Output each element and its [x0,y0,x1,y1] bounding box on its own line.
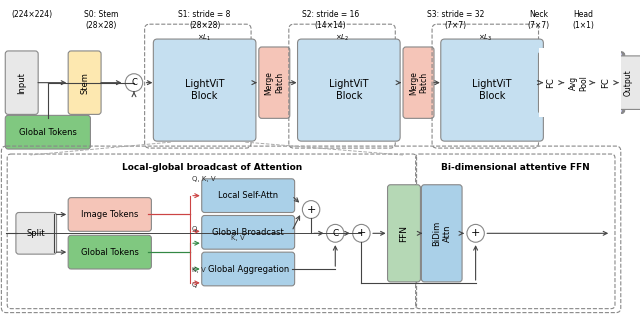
Text: FC: FC [550,77,559,88]
Text: Input: Input [17,72,26,94]
Text: $\times L_2$: $\times L_2$ [335,33,349,43]
Text: K, V: K, V [230,235,244,241]
Text: FC: FC [601,77,610,88]
Text: FC: FC [595,77,604,88]
Text: Merge
Patch: Merge Patch [264,71,284,95]
Text: Global Aggregation: Global Aggregation [207,264,289,273]
Circle shape [326,225,344,242]
Text: Local-global broadcast of Attention: Local-global broadcast of Attention [122,163,303,172]
FancyBboxPatch shape [614,56,640,109]
Text: FC: FC [548,77,557,88]
Text: Q: Q [192,226,197,232]
Text: FC: FC [605,77,614,88]
Text: K, V: K, V [192,267,206,273]
FancyBboxPatch shape [596,52,624,113]
FancyBboxPatch shape [68,51,101,114]
Text: LightViT
Block: LightViT Block [472,79,512,101]
FancyBboxPatch shape [16,213,56,254]
FancyBboxPatch shape [68,198,152,231]
Text: Local Self-Attn: Local Self-Attn [218,191,278,200]
Text: Global Tokens: Global Tokens [19,128,77,137]
Circle shape [125,74,143,92]
Circle shape [467,225,484,242]
Text: C: C [332,229,339,238]
FancyBboxPatch shape [202,252,294,286]
FancyBboxPatch shape [538,52,564,113]
FancyBboxPatch shape [5,51,38,114]
Text: S3: stride = 32
(7×7): S3: stride = 32 (7×7) [427,10,484,30]
FancyBboxPatch shape [259,47,290,118]
Text: Q: Q [192,282,197,288]
Text: FC: FC [607,77,616,88]
FancyBboxPatch shape [538,52,566,113]
FancyBboxPatch shape [421,185,462,282]
FancyBboxPatch shape [598,52,625,113]
Circle shape [353,225,370,242]
Text: FC: FC [605,77,614,88]
Text: Q, K, V: Q, K, V [192,176,216,182]
Text: FC: FC [547,77,556,88]
Text: FFN: FFN [399,225,408,242]
FancyBboxPatch shape [541,52,568,113]
FancyBboxPatch shape [202,215,294,249]
Text: LightViT
Block: LightViT Block [185,79,225,101]
Text: +: + [471,228,480,238]
FancyBboxPatch shape [154,39,256,141]
Text: Global Broadcast: Global Broadcast [212,228,284,237]
FancyBboxPatch shape [202,179,294,213]
Text: Head
(1×1): Head (1×1) [572,10,594,30]
Text: Stem: Stem [80,72,89,94]
Text: Neck
(7×7): Neck (7×7) [527,10,550,30]
Text: S1: stride = 8
(28×28): S1: stride = 8 (28×28) [179,10,231,30]
Text: Split: Split [27,229,45,238]
Text: Output: Output [624,69,633,96]
Text: (224×224): (224×224) [11,10,52,19]
FancyBboxPatch shape [538,48,621,117]
FancyBboxPatch shape [593,52,618,113]
Text: +: + [307,204,316,214]
FancyBboxPatch shape [568,52,598,113]
FancyBboxPatch shape [388,185,420,282]
Text: Avg
Pool: Avg Pool [573,75,593,91]
Text: C: C [131,78,137,87]
Text: Bi-dimensional attentive FFN: Bi-dimensional attentive FFN [441,163,589,172]
Text: Avg
Pool: Avg Pool [568,75,588,91]
FancyBboxPatch shape [403,47,434,118]
FancyBboxPatch shape [68,235,152,269]
FancyBboxPatch shape [5,115,90,149]
Text: S0: Stem
(28×28): S0: Stem (28×28) [84,10,118,30]
FancyBboxPatch shape [586,52,613,113]
Text: LightViT
Block: LightViT Block [329,79,369,101]
FancyBboxPatch shape [564,52,598,113]
Circle shape [302,201,320,219]
Text: S2: stride = 16
(14×14): S2: stride = 16 (14×14) [302,10,359,30]
Text: Merge
Patch: Merge Patch [409,71,428,95]
FancyBboxPatch shape [441,39,543,141]
Text: $\times L_1$: $\times L_1$ [197,33,212,43]
Text: $\times L_3$: $\times L_3$ [478,33,493,43]
FancyBboxPatch shape [596,52,623,113]
Text: +: + [356,228,366,238]
Text: Image Tokens: Image Tokens [81,210,138,219]
Text: Avg
Pool: Avg Pool [572,75,591,91]
FancyBboxPatch shape [562,52,595,113]
Text: BiDim
Attn: BiDim Attn [432,221,451,246]
Text: Global Tokens: Global Tokens [81,248,139,257]
FancyBboxPatch shape [298,39,400,141]
FancyBboxPatch shape [616,48,626,117]
